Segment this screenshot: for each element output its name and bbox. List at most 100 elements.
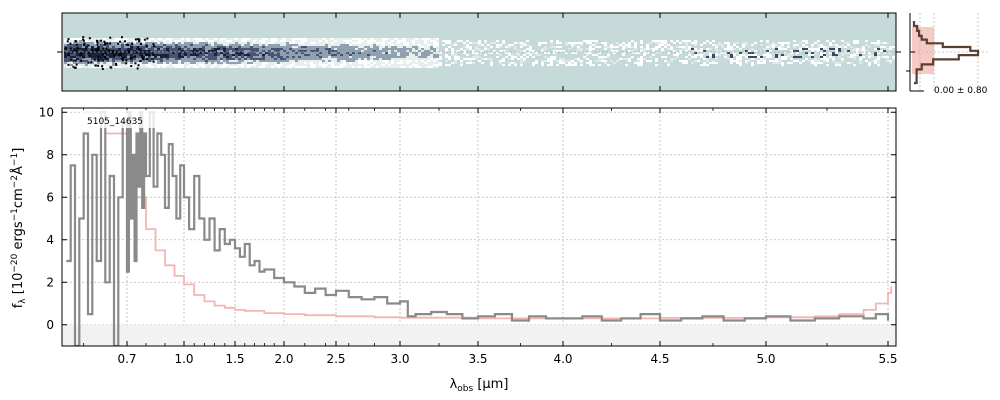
trace-pixel bbox=[373, 48, 376, 50]
trace-pixel bbox=[334, 52, 337, 54]
trace-pixel bbox=[127, 40, 130, 42]
trace-pixel bbox=[145, 44, 148, 46]
trace-pixel bbox=[676, 56, 679, 58]
trace-pixel bbox=[805, 52, 808, 54]
trace-pixel bbox=[316, 38, 319, 40]
trace-pixel bbox=[391, 62, 394, 64]
trace-pixel bbox=[694, 60, 697, 62]
trace-pixel bbox=[652, 54, 655, 56]
trace-pixel bbox=[850, 62, 853, 64]
trace-pixel bbox=[598, 64, 601, 66]
trace-pixel bbox=[301, 66, 304, 68]
trace-speck bbox=[90, 61, 93, 64]
trace-pixel bbox=[814, 62, 817, 64]
trace-pixel bbox=[415, 58, 418, 60]
trace-pixel bbox=[685, 60, 688, 62]
trace-pixel bbox=[268, 56, 271, 58]
trace-pixel bbox=[409, 48, 412, 50]
trace-pixel bbox=[502, 58, 505, 60]
trace-pixel bbox=[235, 62, 238, 64]
trace-pixel bbox=[211, 46, 214, 48]
trace-pixel bbox=[331, 56, 334, 58]
trace-pixel bbox=[841, 52, 844, 54]
trace-pixel bbox=[304, 46, 307, 48]
trace-pixel bbox=[835, 62, 838, 64]
trace-pixel bbox=[436, 42, 439, 44]
trace-pixel bbox=[259, 66, 262, 68]
trace-pixel bbox=[388, 52, 391, 54]
trace-pixel bbox=[379, 44, 382, 46]
trace-pixel bbox=[385, 50, 388, 52]
trace-pixel bbox=[223, 42, 226, 44]
trace-pixel bbox=[877, 56, 880, 58]
trace-pixel bbox=[304, 50, 307, 52]
trace-pixel bbox=[280, 40, 283, 42]
trace-pixel bbox=[136, 56, 139, 58]
trace-pixel bbox=[208, 38, 211, 40]
trace-pixel bbox=[184, 62, 187, 64]
trace-pixel bbox=[664, 56, 667, 58]
trace-pixel bbox=[430, 66, 433, 68]
trace-pixel bbox=[388, 58, 391, 60]
trace-pixel bbox=[151, 66, 154, 68]
trace-pixel bbox=[631, 56, 634, 58]
trace-pixel bbox=[382, 56, 385, 58]
trace-pixel bbox=[769, 60, 772, 62]
trace-pixel bbox=[322, 44, 325, 46]
trace-pixel bbox=[106, 64, 109, 66]
trace-pixel bbox=[700, 54, 703, 56]
trace-pixel bbox=[142, 56, 145, 58]
trace-pixel bbox=[289, 42, 292, 44]
trace-pixel bbox=[148, 56, 151, 58]
trace-pixel bbox=[253, 48, 256, 50]
trace-pixel bbox=[214, 38, 217, 40]
trace-pixel bbox=[814, 42, 817, 44]
trace-pixel bbox=[277, 42, 280, 44]
trace-pixel bbox=[769, 46, 772, 48]
trace-pixel bbox=[811, 52, 814, 54]
trace-pixel bbox=[358, 48, 361, 50]
trace-pixel bbox=[739, 64, 742, 66]
trace-pixel bbox=[346, 50, 349, 52]
trace-pixel bbox=[598, 46, 601, 48]
trace-pixel bbox=[127, 60, 130, 62]
trace-pixel bbox=[373, 38, 376, 40]
trace-pixel bbox=[367, 50, 370, 52]
trace-pixel bbox=[388, 54, 391, 56]
trace-pixel bbox=[190, 54, 193, 56]
trace-pixel bbox=[82, 46, 85, 48]
trace-pixel bbox=[163, 44, 166, 46]
trace-pixel bbox=[310, 40, 313, 42]
trace-pixel bbox=[520, 50, 523, 52]
trace-pixel bbox=[343, 56, 346, 58]
trace-pixel bbox=[367, 54, 370, 56]
trace-speck bbox=[129, 57, 132, 60]
trace-pixel bbox=[646, 46, 649, 48]
trace-pixel bbox=[331, 66, 334, 68]
trace-pixel bbox=[316, 58, 319, 60]
trace-pixel bbox=[391, 38, 394, 40]
trace-pixel bbox=[217, 62, 220, 64]
trace-pixel bbox=[226, 42, 229, 44]
trace-pixel bbox=[265, 52, 268, 54]
trace-pixel bbox=[769, 54, 772, 56]
trace-pixel bbox=[490, 62, 493, 64]
trace-pixel bbox=[304, 66, 307, 68]
trace-pixel bbox=[307, 62, 310, 64]
trace-pixel bbox=[382, 46, 385, 48]
trace-pixel bbox=[715, 50, 718, 52]
trace-pixel bbox=[337, 50, 340, 52]
trace-pixel bbox=[199, 48, 202, 50]
trace-pixel bbox=[355, 40, 358, 42]
trace-pixel bbox=[292, 64, 295, 66]
trace-pixel bbox=[145, 56, 148, 58]
trace-pixel bbox=[136, 62, 139, 64]
trace-pixel bbox=[259, 50, 262, 52]
trace-pixel bbox=[367, 46, 370, 48]
trace-pixel bbox=[829, 56, 832, 58]
trace-pixel bbox=[454, 54, 457, 56]
trace-pixel bbox=[766, 56, 769, 58]
trace-pixel bbox=[157, 58, 160, 60]
trace-pixel bbox=[265, 62, 268, 64]
trace-pixel bbox=[241, 42, 244, 44]
